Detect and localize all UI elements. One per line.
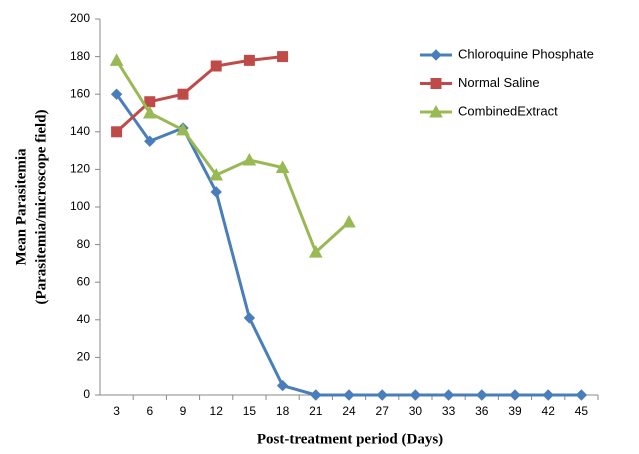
point [277,51,289,63]
y-tick-label: 100 [70,199,90,213]
x-tick-label: 39 [508,404,522,418]
point [509,389,521,401]
y-tick-label: 40 [77,312,91,326]
point [343,389,355,401]
x-tick-label: 27 [376,404,390,418]
point [409,389,422,401]
point [209,167,224,181]
x-axis-title: Post-treatment period (Days) [257,431,443,447]
x-tick-label: 12 [210,404,224,418]
point [476,389,488,401]
y-tick-label: 200 [70,11,90,25]
y-axis-title: (Parasitemia/microscope field) [33,109,49,304]
x-tick-label: 3 [113,404,120,418]
y-tick-label: 60 [77,274,91,288]
legend-label: Normal Saline [458,75,540,90]
point [243,312,256,324]
point [177,88,189,100]
point [575,389,588,401]
x-tick-label: 18 [276,404,290,418]
legend-marker [430,78,442,89]
legend-label: Chloroquine Phosphate [458,46,594,61]
series-line [115,59,351,255]
y-tick-label: 20 [77,350,91,364]
y-tick-label: 140 [70,124,90,138]
point [310,389,322,401]
point [110,88,123,100]
y-tick-label: 120 [70,162,90,176]
x-tick-label: 15 [243,404,257,418]
point [376,389,388,401]
point [342,214,356,228]
point [542,389,554,401]
legend-marker [429,104,443,118]
x-tick-label: 42 [542,404,556,418]
point [276,379,289,392]
x-tick-label: 21 [309,404,323,418]
x-tick-label: 24 [342,404,356,418]
x-tick-label: 9 [180,404,187,418]
x-tick-label: 45 [575,404,589,418]
y-tick-label: 160 [70,86,90,100]
point [275,160,290,174]
y-tick-label: 80 [77,237,91,251]
point [109,53,124,66]
point [242,152,257,166]
legend-label: CombinedExtract [458,103,558,118]
x-tick-label: 36 [475,404,489,418]
legend-marker [430,49,442,61]
series-line [115,55,283,133]
point [210,186,222,198]
point [442,389,455,401]
point [144,135,156,147]
point [176,122,190,136]
y-axis-title: Mean Parasitemia [13,148,29,266]
point [142,105,157,119]
y-tick-label: 180 [70,49,90,63]
x-tick-label: 30 [409,404,423,418]
x-tick-label: 33 [442,404,456,418]
y-tick-label: 0 [83,387,90,401]
point [210,60,222,72]
series-line [115,93,582,397]
x-tick-label: 6 [146,404,153,418]
point [111,126,123,138]
point [243,54,255,66]
point [308,245,323,258]
